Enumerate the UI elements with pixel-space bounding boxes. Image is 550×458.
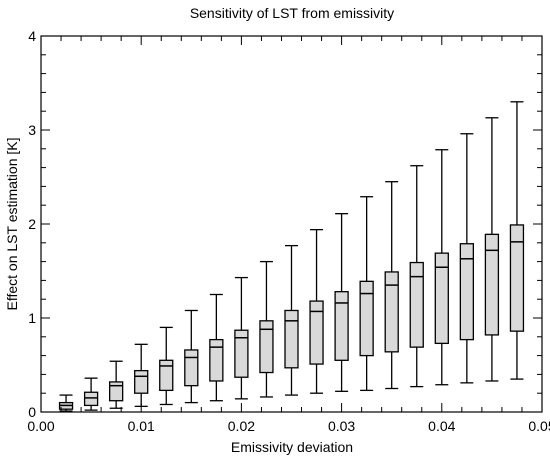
- x-tick-label: 0.05: [528, 418, 550, 434]
- box-4: [134, 343, 149, 408]
- box-17: [459, 133, 475, 384]
- y-axis-label: Effect on LST estimation [K]: [4, 137, 20, 310]
- y-tick-label: 4: [28, 28, 36, 44]
- box-14: [384, 181, 399, 390]
- x-tick-label: 0.00: [27, 418, 54, 434]
- box-iqr: [184, 349, 199, 387]
- box-iqr: [159, 359, 174, 392]
- x-tick-label: 0.03: [328, 418, 355, 434]
- box-iqr: [209, 338, 224, 382]
- box-iqr: [334, 291, 349, 361]
- box-8: [234, 276, 249, 400]
- y-tick-label: 3: [28, 122, 36, 138]
- box-19: [509, 101, 525, 380]
- box-6: [184, 309, 199, 404]
- box-iqr: [134, 369, 149, 394]
- box-iqr: [459, 243, 475, 341]
- box-13: [359, 196, 374, 392]
- box-1: [58, 394, 74, 412]
- y-tick-label: 0: [28, 404, 36, 420]
- box-12: [334, 213, 349, 392]
- box-iqr: [409, 261, 424, 348]
- box-iqr: [234, 329, 249, 378]
- x-tick-label: 0.01: [128, 418, 155, 434]
- boxes-layer: [58, 101, 525, 412]
- box-iqr: [359, 280, 374, 357]
- box-3: [109, 360, 124, 409]
- x-ticks: 0.00 0.01 0.02 0.03 0.04 0.05: [27, 36, 550, 434]
- x-tick-label: 0.02: [228, 418, 255, 434]
- y-ticks: 0 1 2 3 4: [28, 28, 542, 420]
- y-tick-label: 1: [28, 310, 36, 326]
- y-tick-label: 2: [28, 216, 36, 232]
- box-iqr: [484, 233, 500, 336]
- box-5: [159, 326, 174, 406]
- box-16: [434, 149, 449, 386]
- box-9: [259, 260, 274, 398]
- box-15: [409, 165, 424, 388]
- box-iqr: [509, 224, 525, 332]
- x-axis-label: Emissivity deviation: [231, 439, 353, 455]
- box-iqr: [259, 320, 274, 374]
- box-18: [484, 117, 500, 382]
- box-11: [309, 228, 324, 394]
- x-tick-label: 0.04: [428, 418, 455, 434]
- box-iqr: [434, 252, 449, 345]
- box-iqr: [284, 309, 299, 369]
- chart-title: Sensitivity of LST from emissivity: [190, 5, 394, 21]
- box-7: [209, 293, 224, 402]
- box-iqr: [83, 391, 99, 407]
- box-10: [284, 244, 299, 396]
- box-iqr: [384, 271, 399, 353]
- box-2: [83, 377, 99, 411]
- box-iqr: [109, 381, 124, 402]
- box-iqr: [309, 300, 324, 365]
